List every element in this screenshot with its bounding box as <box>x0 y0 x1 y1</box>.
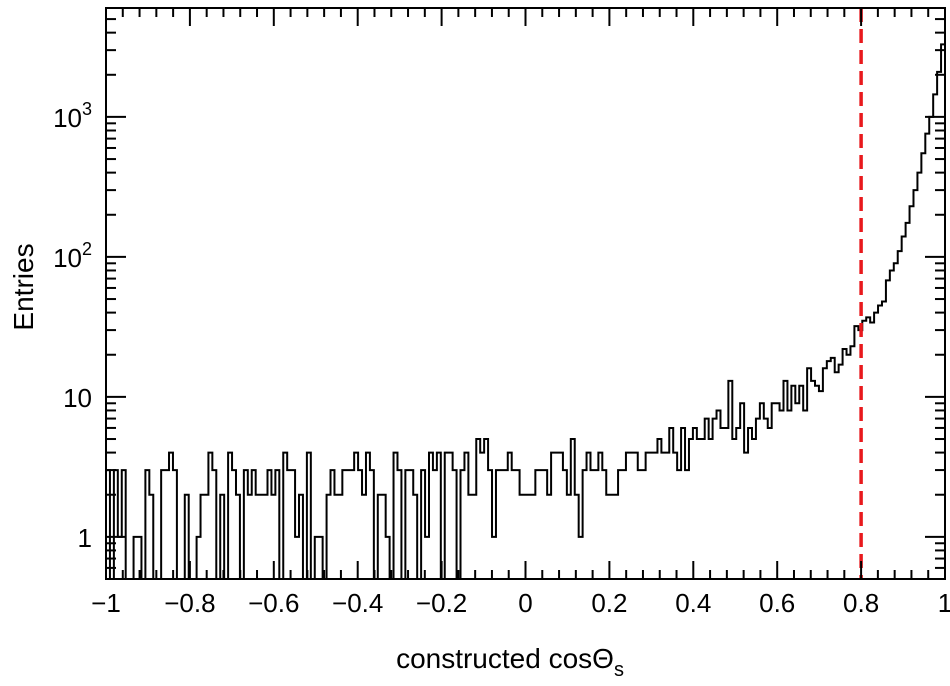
x-tick-label: −0.4 <box>332 588 383 618</box>
x-axis-title-subscript: s <box>614 659 624 681</box>
x-tick-label: 0.6 <box>759 588 795 618</box>
x-tick-label: 1 <box>938 588 950 618</box>
y-tick-label-base: 10 <box>53 103 82 133</box>
x-tick-label: −1 <box>91 588 121 618</box>
x-tick-label: 0.8 <box>843 588 879 618</box>
plot-frame <box>105 7 946 580</box>
y-tick-label-base: 10 <box>53 243 82 273</box>
y-tick-label: 10 <box>63 383 92 413</box>
x-tick-label: −0.6 <box>248 588 299 618</box>
plot-area <box>106 8 945 579</box>
y-tick-label: 1 <box>78 523 92 553</box>
x-ticks: −1 −0.8 −0.6 −0.4 −0.2 0 0.2 0.4 0.6 0.8 1 <box>91 8 950 618</box>
x-axis-title: constructed cosΘs <box>396 643 624 681</box>
x-tick-label: 0 <box>518 588 532 618</box>
x-tick-label: −0.8 <box>164 588 215 618</box>
histogram-series <box>106 43 945 579</box>
x-tick-label: 0.2 <box>591 588 627 618</box>
y-tick-label-exponent: 2 <box>82 239 92 259</box>
x-tick-label: 0.4 <box>675 588 711 618</box>
y-tick-label: 102 <box>53 239 92 273</box>
axes-frame <box>105 7 946 580</box>
y-axis-title: Entries <box>8 243 39 330</box>
y-tick-label: 103 <box>53 99 92 133</box>
x-tick-label: −0.2 <box>416 588 467 618</box>
y-tick-label-exponent: 3 <box>82 99 92 119</box>
